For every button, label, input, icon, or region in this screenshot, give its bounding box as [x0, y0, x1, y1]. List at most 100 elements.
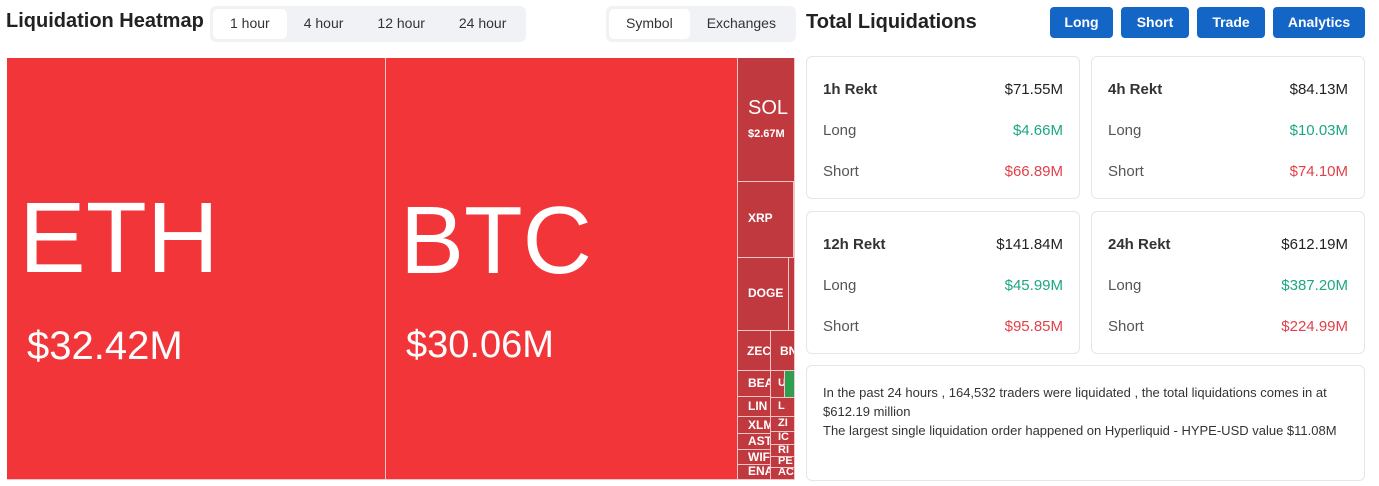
heatmap-tile[interactable]: L [771, 398, 795, 417]
time-tab[interactable]: 24 hour [458, 15, 507, 31]
card-total: $71.55M [1004, 81, 1063, 98]
card-label: 4h Rekt [1108, 81, 1163, 98]
tile-symbol: SOL [748, 97, 789, 119]
heatmap-tile[interactable]: IC [771, 432, 795, 445]
tile-symbol: XLM [748, 418, 771, 432]
info-box: In the past 24 hours , 164,532 traders w… [806, 365, 1365, 481]
tile-value: $2.67M [748, 128, 785, 140]
tile-symbol: PE [778, 457, 793, 467]
heatmap-tile[interactable]: BTC $30.06M [386, 58, 738, 480]
card-label: 1h Rekt [823, 81, 878, 98]
row-label: Long [1108, 122, 1142, 139]
tile-symbol: AST [748, 434, 771, 448]
time-tabs: 1 hour 4 hour 12 hour 24 hour [210, 6, 527, 42]
card-row: Short $66.89M [823, 163, 1063, 180]
tile-symbol: BN [780, 344, 794, 358]
tile-symbol: ETH [19, 182, 219, 294]
heatmap-tile[interactable]: LIN [738, 397, 771, 417]
row-value: $95.85M [1004, 318, 1063, 335]
heatmap-tile[interactable]: AC [771, 468, 795, 480]
tile-symbol: DOGE [748, 286, 784, 300]
heatmap-tile[interactable]: ENA [738, 465, 771, 480]
time-tab[interactable]: 1 hour [213, 9, 287, 39]
group-tab[interactable]: Symbol [609, 9, 690, 39]
row-value: $66.89M [1004, 163, 1063, 180]
tile-symbol: BEA [748, 376, 771, 390]
row-value: $74.10M [1289, 163, 1348, 180]
row-label: Long [823, 277, 857, 294]
card-header: 24h Rekt $612.19M [1108, 236, 1348, 253]
heatmap-tile[interactable]: WIF [738, 450, 771, 465]
heatmap-tile[interactable]: U [771, 371, 785, 398]
row-label: Short [823, 318, 859, 335]
heatmap-tile[interactable]: ZEC [738, 331, 771, 371]
heatmap-tile[interactable]: RI [771, 445, 795, 457]
card-row: Long $387.20M [1108, 277, 1348, 294]
card-header: 12h Rekt $141.84M [823, 236, 1063, 253]
rekt-card: 24h Rekt $612.19M Long $387.20M Short $224.99… [1091, 211, 1365, 354]
card-row: Long $45.99M [823, 277, 1063, 294]
tile-symbol: AC [778, 468, 794, 478]
heatmap: ETH $32.42M BTC $30.06M SOL $2.67M XRP DOGE ZEC B… [7, 58, 795, 480]
button[interactable]: Short [1121, 7, 1189, 38]
button[interactable]: Long [1050, 7, 1113, 38]
row-value: $45.99M [1004, 277, 1063, 294]
heatmap-tile[interactable]: PE [771, 457, 795, 468]
row-value: $4.66M [1012, 122, 1063, 139]
button[interactable]: Trade [1197, 7, 1265, 38]
heatmap-tile[interactable]: ETH $32.42M [7, 58, 386, 480]
card-header: 1h Rekt $71.55M [823, 81, 1063, 98]
group-tab[interactable]: Exchanges [706, 15, 776, 31]
heatmap-tile[interactable] [789, 258, 795, 331]
tile-symbol: IC [778, 432, 789, 443]
button[interactable]: Analytics [1273, 7, 1365, 38]
tile-symbol: BTC [400, 187, 592, 294]
rekt-card: 12h Rekt $141.84M Long $45.99M Short $95.85M [806, 211, 1080, 354]
heatmap-title: Liquidation Heatmap [6, 10, 204, 32]
row-value: $224.99M [1281, 318, 1348, 335]
row-label: Long [1108, 277, 1142, 294]
card-total: $84.13M [1289, 81, 1348, 98]
heatmap-tile[interactable]: BN [771, 331, 795, 371]
heatmap-tile[interactable] [794, 182, 795, 258]
row-label: Short [823, 163, 859, 180]
tile-symbol: XRP [748, 211, 773, 225]
group-tabs: Symbol Exchanges [606, 6, 796, 42]
card-label: 24h Rekt [1108, 236, 1171, 253]
summary-title: Total Liquidations [806, 11, 977, 33]
card-row: Short $95.85M [823, 318, 1063, 335]
heatmap-tile[interactable]: XRP [738, 182, 794, 258]
card-row: Long $4.66M [823, 122, 1063, 139]
heatmap-tile[interactable]: SOL $2.67M [738, 58, 795, 182]
heatmap-tile[interactable]: ZI [771, 417, 795, 432]
card-total: $612.19M [1281, 236, 1348, 253]
heatmap-tile[interactable] [785, 371, 795, 398]
card-row: Short $74.10M [1108, 163, 1348, 180]
time-tab[interactable]: 12 hour [377, 15, 425, 31]
time-tab[interactable]: 4 hour [303, 15, 344, 31]
rekt-card: 1h Rekt $71.55M Long $4.66M Short $66.89M [806, 56, 1080, 199]
row-value: $10.03M [1289, 122, 1348, 139]
rekt-card: 4h Rekt $84.13M Long $10.03M Short $74.10M [1091, 56, 1365, 199]
heatmap-tile[interactable]: BEA [738, 371, 771, 397]
note: The largest single liquidation order hap… [823, 423, 1337, 438]
card-row: Long $10.03M [1108, 122, 1348, 139]
tile-symbol: L [778, 400, 785, 412]
heatmap-tile[interactable]: AST [738, 434, 771, 450]
tile-symbol: WIF [748, 450, 770, 464]
card-header: 4h Rekt $84.13M [1108, 81, 1348, 98]
card-total: $141.84M [996, 236, 1063, 253]
card-row: Short $224.99M [1108, 318, 1348, 335]
tile-symbol: LIN [748, 399, 768, 413]
tile-value: $32.42M [27, 324, 183, 368]
card-label: 12h Rekt [823, 236, 886, 253]
tile-value: $30.06M [406, 324, 554, 366]
tile-symbol: ENA [748, 465, 771, 478]
tile-symbol: ZEC [747, 344, 771, 358]
heatmap-tile[interactable]: DOGE [738, 258, 789, 331]
row-label: Long [823, 122, 857, 139]
row-label: Short [1108, 318, 1144, 335]
tile-symbol: ZI [778, 417, 788, 429]
heatmap-tile[interactable]: XLM [738, 417, 771, 434]
